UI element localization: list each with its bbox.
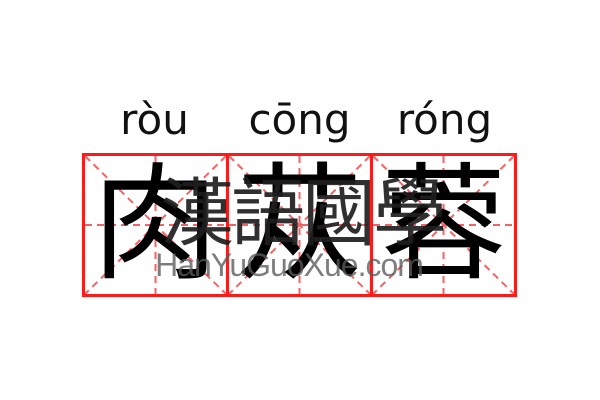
pinyin-syllable-3: róng	[396, 95, 493, 144]
pinyin-syllable-2: cōng	[248, 95, 351, 144]
hanzi-character-3: 蓉	[380, 151, 507, 298]
guide-lines-icon	[373, 156, 514, 294]
grid-cell-2: 苁	[226, 156, 370, 294]
pinyin-row: ròu cōng róng	[82, 94, 517, 146]
hanzi-character-1: 肉	[92, 151, 219, 298]
hanzi-character-2: 苁	[236, 151, 363, 298]
guide-lines-icon	[229, 156, 370, 294]
guide-lines-icon	[85, 156, 226, 294]
character-practice-grid: 肉 苁 蓉	[82, 153, 517, 297]
pinyin-syllable-1: ròu	[120, 95, 189, 144]
grid-cell-1: 肉	[85, 156, 226, 294]
grid-cell-3: 蓉	[370, 156, 514, 294]
